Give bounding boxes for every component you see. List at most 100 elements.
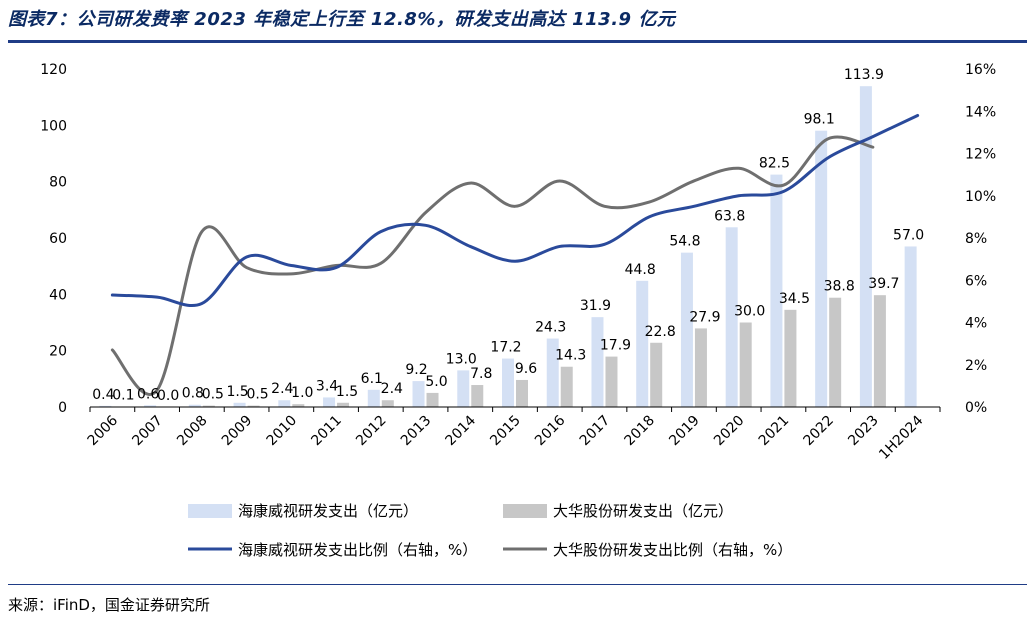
data-label-hik: 6.1 [361,371,383,387]
bar-dahua [829,297,842,407]
x-tick-label: 2009 [219,413,256,450]
data-label-dahua: 22.8 [645,324,676,340]
data-label-dahua: 17.9 [600,338,631,354]
data-label-dahua: 0.5 [246,387,268,403]
y-left-tick-label: 80 [49,175,67,191]
bar-dahua [471,385,484,407]
bar-hik [233,402,246,407]
lines-layer [110,113,920,396]
bar-dahua [560,366,573,407]
data-label-hik: 9.2 [405,362,427,378]
bars-layer [99,86,917,408]
bar-dahua [202,405,215,407]
data-label-dahua: 5.0 [425,374,447,390]
data-label-hik: 0.8 [182,386,204,402]
x-tick-label: 2017 [577,413,614,450]
bar-hik [412,381,425,407]
bar-hik [502,358,514,407]
data-label-dahua: 27.9 [689,309,720,325]
y-right-tick-label: 2% [965,358,987,374]
bar-hik [636,280,649,407]
data-label-hik: 63.8 [714,208,745,224]
data-label-dahua: 39.7 [868,276,899,292]
bar-hik [144,405,157,407]
data-label-hik: 3.4 [316,378,338,394]
data-label-dahua: 0.5 [202,387,224,403]
data-label-hik: 31.9 [580,298,611,314]
data-label-dahua: 1.5 [336,384,358,400]
data-label-hik: 98.1 [804,112,835,128]
y-left-tick-label: 120 [40,62,67,78]
data-label-hik: 82.5 [759,156,790,172]
bar-dahua [784,309,797,407]
bar-dahua [694,328,707,407]
data-label-hik: 1.5 [226,384,248,400]
x-tick-label: 2013 [398,413,435,450]
bar-dahua [605,356,618,407]
data-label-hik: 13.0 [446,351,477,367]
x-tick-label: 2021 [756,413,793,450]
bar-dahua [426,392,439,407]
bar-hik [815,130,828,407]
legend-label-hik-bar: 海康威视研发支出（亿元） [238,502,418,520]
x-tick-label: 2010 [264,413,301,450]
bar-hik [188,404,201,407]
data-label-hik: 2.4 [271,381,293,397]
line-dahua-ratio [110,135,875,396]
y-left-tick-label: 40 [49,287,67,303]
x-tick-label: 2014 [443,412,480,449]
legend-swatch-dahua-bar [503,504,547,518]
x-tick-label: 2019 [666,413,703,450]
legend: 海康威视研发支出（亿元） 大华股份研发支出（亿元） 海康威视研发支出比例（右轴，… [188,502,792,559]
bar-hik [367,389,380,407]
data-label-hik: 0.4 [92,387,114,403]
data-label-dahua: 30.0 [734,304,765,320]
y-left-tick-label: 100 [40,118,67,134]
x-tick-label: 2011 [308,413,345,450]
title-rule [8,40,1027,43]
bar-hik [770,174,783,407]
x-tick-label: 2015 [487,413,524,450]
bar-hik [859,86,872,407]
data-label-dahua: 7.8 [470,366,492,382]
data-label-hik: 113.9 [844,67,884,83]
x-tick-label: 1H2024 [876,412,926,462]
bar-dahua [247,405,260,407]
x-tick-label: 2022 [800,413,837,450]
x-tick-label: 2023 [845,413,882,450]
bar-dahua [739,322,752,407]
data-label-dahua: 14.3 [555,348,586,364]
source-rule [8,584,1027,585]
x-tick-label: 2020 [711,413,748,450]
x-tick-label: 2006 [85,412,122,449]
source-note: 来源：iFinD，国金证券研究所 [8,596,210,614]
bar-hik [323,397,336,407]
x-tick-label: 2008 [174,413,211,450]
y-left-tick-label: 60 [49,231,67,247]
data-label-hik: 0.6 [137,386,159,402]
legend-label-hik-line: 海康威视研发支出比例（右轴，%） [238,541,477,559]
data-label-dahua: 34.5 [779,291,810,307]
y-right-tick-label: 8% [965,231,987,247]
x-tick-label: 2016 [532,412,569,449]
data-label-hik: 54.8 [669,234,700,250]
y-right-tick-label: 0% [965,400,987,416]
chart-title: 图表7：公司研发费率 2023 年稳定上行至 12.8%，研发支出高达 113.… [8,9,676,30]
bar-dahua [873,295,886,407]
x-tick-label: 2012 [353,413,390,450]
y-right-tick-label: 4% [965,316,987,332]
bar-hik [546,338,559,407]
y-right-tick-label: 6% [965,273,987,289]
bar-hik [680,252,693,407]
legend-label-dahua-line: 大华股份研发支出比例（右轴，%） [553,541,792,559]
data-label-hik: 17.2 [490,340,521,356]
data-label-dahua: 38.8 [824,279,855,295]
data-label-hik: 24.3 [535,320,566,336]
bar-dahua [381,400,394,407]
data-label-hik: 44.8 [625,262,656,278]
y-right-tick-label: 14% [965,104,996,120]
bar-hik [904,246,917,407]
bar-dahua [292,404,305,407]
bar-dahua [650,342,663,407]
y-right-tick-label: 12% [965,147,996,163]
